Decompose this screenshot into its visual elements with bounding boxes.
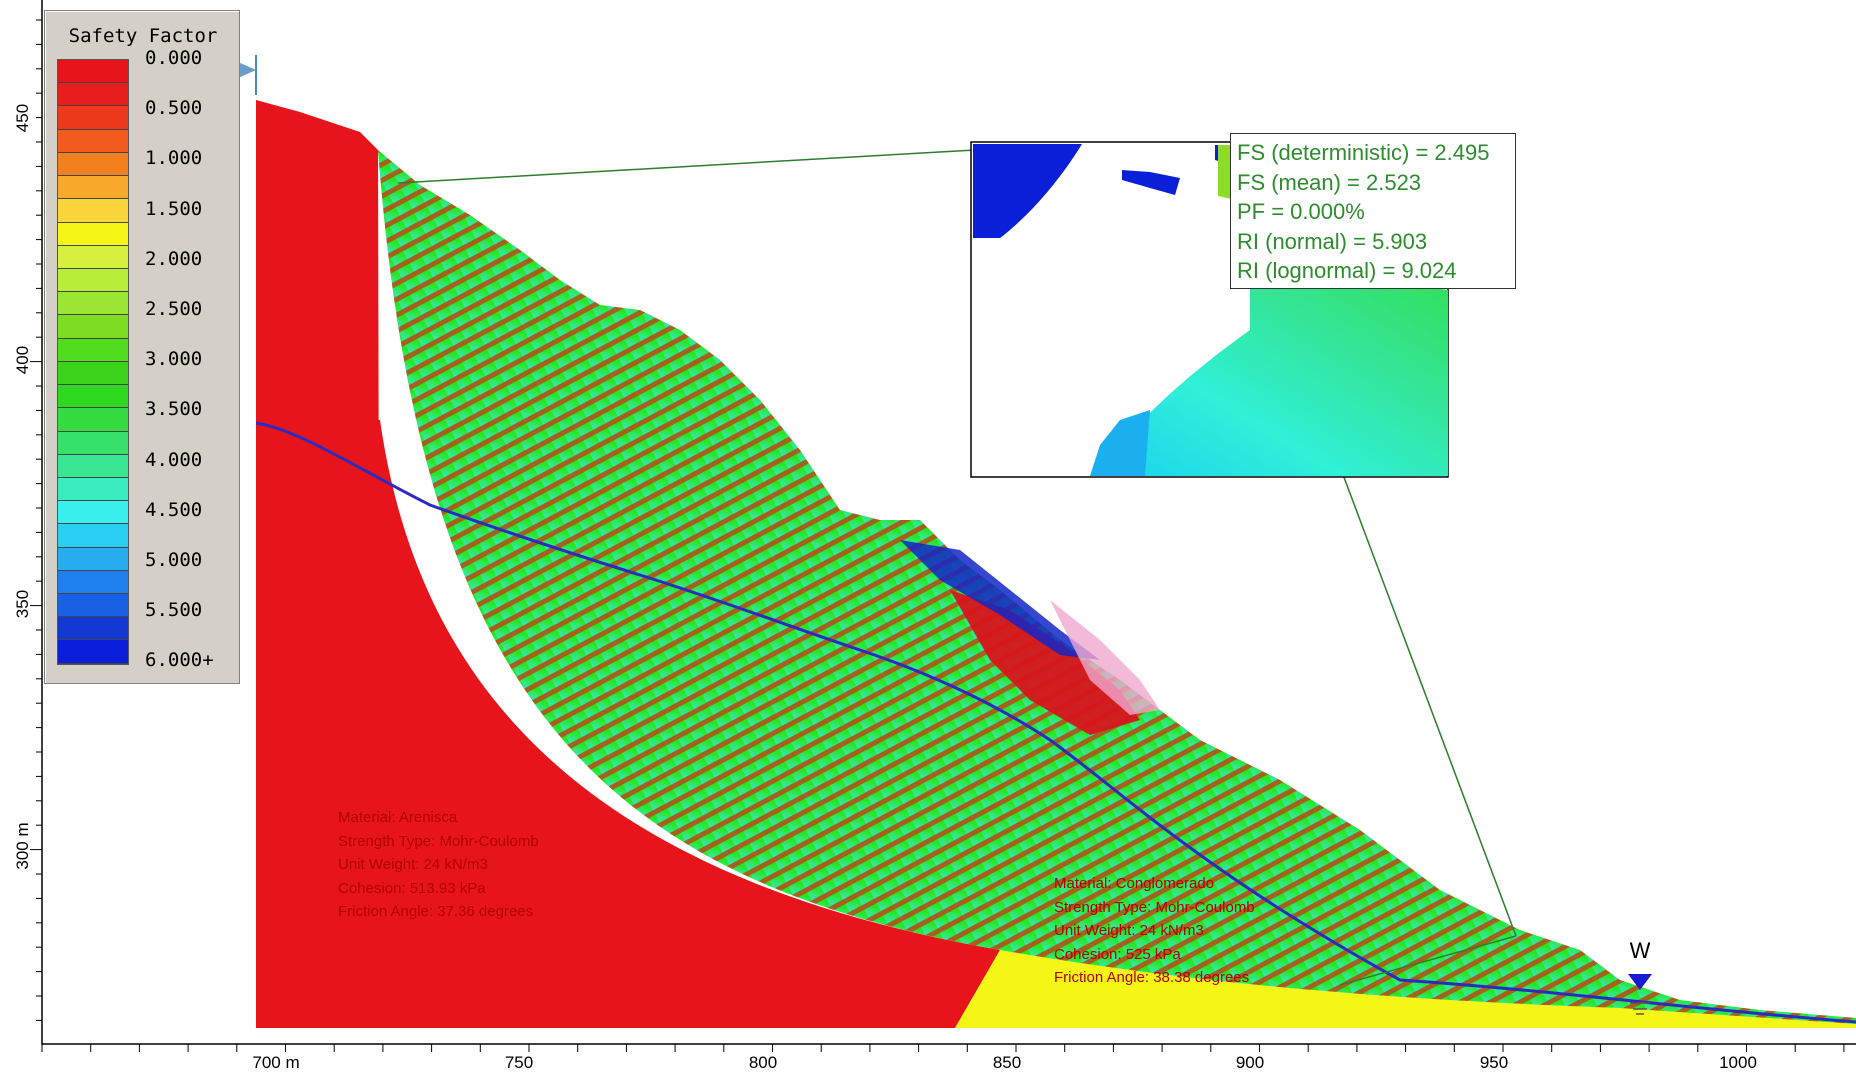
water-level-marker[interactable]: W bbox=[1628, 938, 1652, 1015]
critical-zone[interactable] bbox=[950, 590, 1140, 735]
fs-mean: FS (mean) = 2.523 bbox=[1237, 169, 1422, 195]
legend-swatch bbox=[58, 570, 128, 595]
svg-text:W: W bbox=[1630, 938, 1651, 963]
leader-line-top bbox=[397, 149, 976, 184]
material-label-conglomerado[interactable]: Material: Conglomerado Strength Type: Mo… bbox=[1054, 872, 1255, 990]
x-label-950: 950 bbox=[1480, 1053, 1508, 1072]
water-table-line[interactable] bbox=[255, 421, 1856, 1024]
ri-normal: RI (normal) = 5.903 bbox=[1237, 228, 1428, 254]
legend-swatch bbox=[58, 385, 128, 409]
legend-swatch bbox=[58, 524, 128, 548]
legend-swatch bbox=[58, 83, 128, 107]
y-axis: 450 400 350 300 m bbox=[13, 0, 43, 1045]
legend-swatch bbox=[58, 268, 128, 293]
legend-label: 4.000 bbox=[145, 448, 203, 471]
results-info-box[interactable]: FS (deterministic) = 2.495 FS (mean) = 2… bbox=[1230, 133, 1516, 289]
conglomerado-region[interactable] bbox=[955, 950, 1856, 1028]
y-label-450: 450 bbox=[13, 104, 32, 132]
legend-color-bar bbox=[57, 59, 129, 665]
legend-swatch bbox=[58, 152, 128, 177]
x-label-750: 750 bbox=[505, 1053, 533, 1072]
legend-swatch bbox=[58, 501, 128, 525]
legend-title: Safety Factor bbox=[68, 25, 218, 47]
legend-swatch bbox=[58, 106, 128, 130]
x-label-850: 850 bbox=[993, 1053, 1021, 1072]
x-label-800: 800 bbox=[749, 1053, 777, 1072]
legend-label: 2.000 bbox=[145, 247, 203, 270]
legend-swatch bbox=[58, 547, 128, 571]
legend-label: 6.000+ bbox=[145, 649, 214, 672]
legend-swatch bbox=[58, 640, 128, 664]
legend-swatch bbox=[58, 454, 128, 478]
material-unit-weight: Unit Weight: 24 kN/m3 bbox=[1054, 922, 1204, 939]
blue-zone bbox=[900, 540, 1100, 660]
legend-label: 2.500 bbox=[145, 298, 203, 320]
legend-swatch bbox=[58, 315, 128, 339]
fs-deterministic: FS (deterministic) = 2.495 bbox=[1237, 140, 1490, 165]
legend-swatch bbox=[58, 60, 128, 84]
critical-surface[interactable] bbox=[1339, 935, 1517, 986]
legend-swatch bbox=[58, 292, 128, 316]
legend-label: 5.000 bbox=[145, 549, 203, 571]
legend-swatch bbox=[58, 129, 128, 153]
legend-swatch bbox=[58, 477, 128, 502]
legend-swatch bbox=[58, 361, 128, 386]
material-friction-angle: Friction Angle: 37.36 degrees bbox=[338, 903, 534, 920]
safety-factor-legend: Safety Factor 0.000 0.500 1.000 1.500 2.000 2… bbox=[44, 10, 240, 684]
legend-swatch bbox=[58, 617, 128, 641]
x-label-900: 900 bbox=[1236, 1053, 1264, 1072]
material-cohesion: Cohesion: 513.93 kPa bbox=[338, 879, 486, 897]
arenisca-lower-region[interactable] bbox=[256, 420, 1000, 1028]
legend-label: 3.000 bbox=[145, 348, 203, 371]
material-strength: Strength Type: Mohr-Coulomb bbox=[338, 832, 539, 850]
pf-value: PF = 0.000% bbox=[1237, 199, 1365, 224]
legend-swatch bbox=[58, 222, 128, 246]
legend-label: 1.000 bbox=[145, 147, 203, 170]
material-cohesion: Cohesion: 525 kPa bbox=[1054, 945, 1181, 963]
ri-lognormal: RI (lognormal) = 9.024 bbox=[1237, 258, 1457, 283]
legend-swatch bbox=[58, 431, 128, 455]
legend-swatch bbox=[58, 338, 128, 362]
pink-zone bbox=[1050, 600, 1160, 715]
y-label-400: 400 bbox=[13, 346, 32, 374]
legend-swatch bbox=[58, 408, 128, 432]
legend-swatch bbox=[58, 245, 128, 269]
material-name: Material: Arenisca bbox=[338, 809, 458, 826]
legend-label: 0.500 bbox=[145, 97, 203, 120]
material-unit-weight: Unit Weight: 24 kN/m3 bbox=[338, 856, 488, 873]
y-label-350: 350 bbox=[13, 590, 32, 618]
legend-swatch bbox=[58, 199, 128, 223]
legend-label: 0.000 bbox=[145, 47, 203, 69]
x-axis: 700 m 750 800 850 900 950 1000 bbox=[41, 1043, 1856, 1072]
material-name: Material: Conglomerado bbox=[1054, 875, 1215, 892]
legend-label: 1.500 bbox=[145, 197, 203, 220]
legend-label: 5.500 bbox=[145, 599, 203, 622]
material-strength: Strength Type: Mohr-Coulomb bbox=[1054, 898, 1255, 916]
legend-label: 4.500 bbox=[145, 498, 203, 521]
y-label-300: 300 m bbox=[13, 822, 32, 869]
legend-label: 3.500 bbox=[145, 398, 203, 421]
material-friction-angle: Friction Angle: 38.38 degrees bbox=[1054, 969, 1250, 986]
slip-surfaces-fan[interactable] bbox=[378, 150, 1856, 1024]
slope-limit-marker[interactable] bbox=[238, 55, 257, 95]
x-label-700: 700 m bbox=[252, 1053, 299, 1072]
x-label-1000: 1000 bbox=[1719, 1053, 1757, 1072]
material-label-arenisca[interactable]: Material: Arenisca Strength Type: Mohr-C… bbox=[338, 806, 539, 924]
legend-swatch bbox=[58, 594, 128, 618]
legend-swatch bbox=[58, 176, 128, 200]
